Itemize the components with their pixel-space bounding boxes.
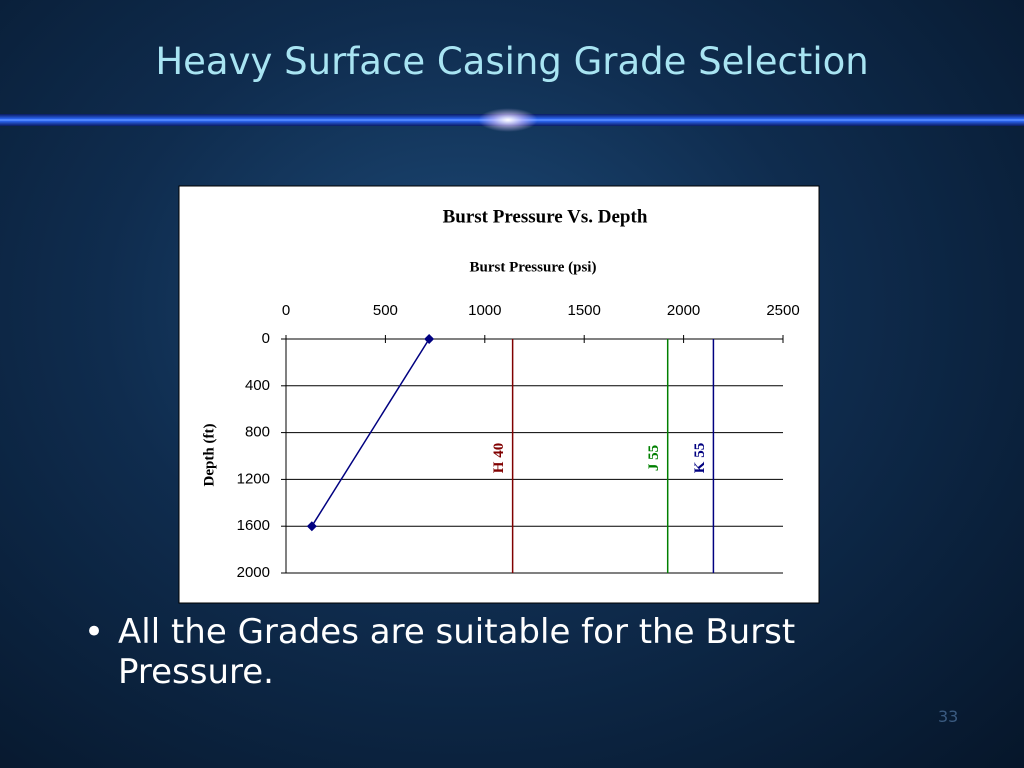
x-tick-label: 0: [282, 302, 290, 319]
grade-label: K 55: [692, 443, 708, 473]
data-line: [311, 338, 430, 527]
grade-label: J 55: [646, 445, 662, 471]
x-tick-label: 2000: [667, 302, 700, 319]
x-axis-label: Burst Pressure (psi): [470, 259, 597, 275]
page-number: 33: [938, 707, 959, 726]
y-tick-label: 1200: [237, 470, 270, 487]
chart-area: [178, 185, 820, 604]
x-tick-label: 2500: [766, 302, 799, 319]
chart-title: Burst Pressure Vs. Depth: [443, 206, 648, 227]
x-tick-label: 1000: [468, 302, 501, 319]
y-tick-label: 2000: [237, 564, 270, 581]
y-tick-label: 400: [245, 377, 270, 394]
data-point: [424, 334, 435, 344]
bullet-marker: •: [84, 612, 105, 652]
y-tick-label: 1600: [237, 517, 270, 534]
y-tick-label: 0: [262, 330, 270, 347]
y-axis-label: Depth (ft): [201, 424, 217, 487]
bullet-text: All the Grades are suitable for the Burs…: [118, 612, 796, 692]
grade-label: H 40: [491, 443, 507, 473]
x-tick-label: 1500: [568, 302, 601, 319]
divider-glow: [478, 108, 538, 132]
x-tick-label: 500: [373, 302, 398, 319]
data-point: [306, 521, 317, 532]
slide-title: Heavy Surface Casing Grade Selection: [155, 40, 869, 83]
y-tick-label: 800: [245, 424, 270, 441]
